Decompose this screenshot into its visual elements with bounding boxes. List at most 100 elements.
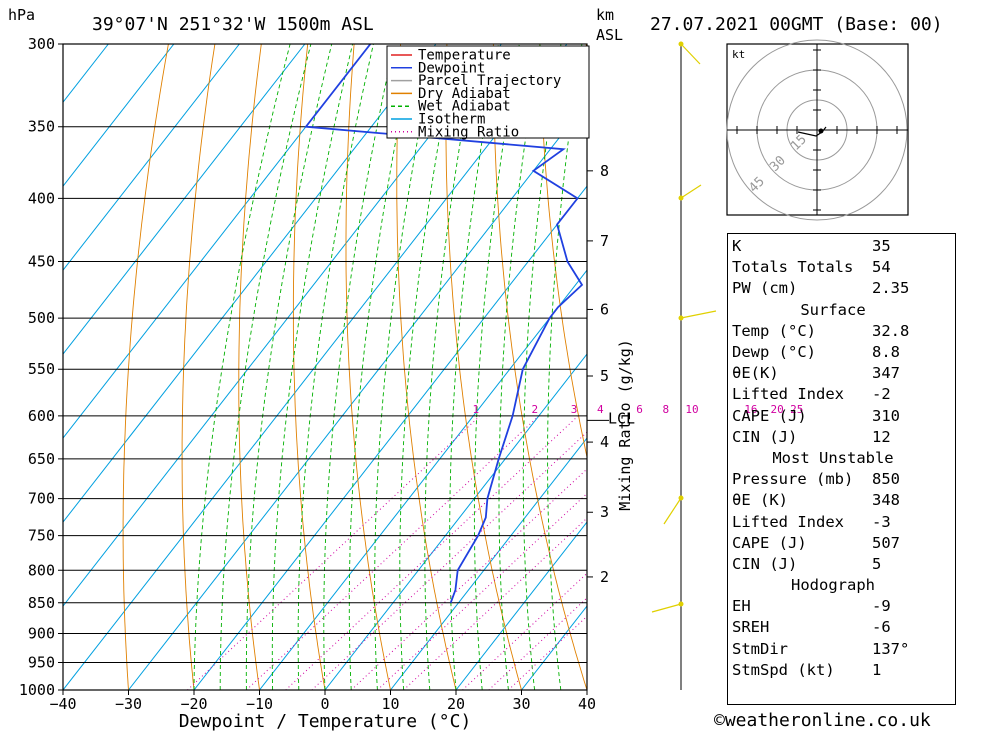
location-title: 39°07'N 251°32'W 1500m ASL	[92, 14, 374, 35]
dry-adiabat-line	[492, 44, 587, 690]
isotherm-line	[63, 44, 175, 187]
pressure-tick-label: 300	[28, 35, 55, 53]
legend-entry: Temperature	[418, 48, 511, 64]
isotherm-line	[63, 44, 306, 355]
surface-row: Lifted Index -2	[728, 384, 938, 405]
index-label: CAPE (J)	[732, 406, 807, 425]
lcl-label: LCL	[608, 409, 635, 427]
legend-entry: Isotherm	[418, 112, 485, 128]
index-label: EH	[732, 597, 751, 616]
index-value: 347	[872, 364, 900, 383]
hodograph-unit: kt	[732, 48, 745, 61]
dry-adiabat-line	[445, 44, 522, 690]
index-value: -3	[872, 512, 891, 531]
sounding-series	[304, 44, 584, 604]
mixing-ratio-line	[187, 415, 481, 690]
surface-header: Surface	[728, 300, 938, 321]
legend-entry: Wet Adiabat	[418, 99, 511, 115]
legend-frame	[386, 45, 590, 139]
pressure-tick-label: 650	[28, 450, 55, 468]
index-label: Lifted Index	[732, 385, 844, 404]
index-label: CIN (J)	[732, 554, 798, 573]
dry-adiabat-line	[345, 44, 391, 690]
isotherm-line	[324, 353, 587, 690]
barb-line	[680, 184, 702, 199]
index-label: StmDir	[732, 639, 788, 658]
pressure-tick-label: 800	[28, 561, 55, 579]
index-label: CAPE (J)	[732, 533, 807, 552]
x-tick-label: 20	[447, 695, 465, 713]
hodograph-row: StmSpd (kt) 1	[728, 660, 938, 681]
index-value: 54	[872, 258, 891, 277]
hpa-unit-label: hPa	[8, 6, 35, 24]
mixing-ratio-label: 8	[662, 403, 669, 416]
pressure-tick-label: 350	[28, 118, 55, 136]
pressure-tick-label: 900	[28, 624, 55, 642]
pressure-tick-label: 700	[28, 490, 55, 508]
mixing-ratio-label: 6	[636, 403, 643, 416]
index-label: Pressure (mb)	[732, 470, 854, 489]
index-row: Totals Totals 54	[728, 257, 938, 278]
barb-line	[680, 310, 717, 319]
dry-adiabat-line	[539, 44, 587, 460]
x-tick-label: −40	[49, 695, 76, 713]
km-unit-label: km	[596, 6, 614, 24]
section-title: Surface	[800, 300, 866, 319]
mixing-ratio-label: 1	[473, 403, 480, 416]
mixing-ratio-label: 4	[597, 403, 604, 416]
index-label: K	[732, 237, 742, 256]
x-tick-label: 10	[381, 695, 399, 713]
index-value: 32.8	[872, 321, 910, 340]
isotherm-line	[390, 437, 587, 690]
most-unstable-row: Lifted Index -3	[728, 511, 938, 532]
km-tick-label: 6	[600, 300, 609, 318]
index-row: PW (cm) 2.35	[728, 278, 938, 299]
pressure-tick-label: 850	[28, 594, 55, 612]
isotherm-line	[259, 269, 587, 690]
wet-adiabat-line	[245, 44, 333, 690]
index-value: 1	[872, 660, 882, 679]
wet-adiabat-line	[522, 44, 562, 690]
index-value: 8.8	[872, 343, 900, 362]
x-tick-label: 30	[512, 695, 530, 713]
wet-adiabat-line	[271, 44, 354, 690]
isotherm-line	[63, 44, 502, 607]
hodograph-row: SREH -6	[728, 617, 938, 638]
mixing-ratio-label: 10	[685, 403, 698, 416]
wet-adiabat-line	[219, 44, 312, 690]
dry-adiabat-line	[958, 44, 1000, 690]
index-value: -2	[872, 385, 891, 404]
index-label: θE(K)	[732, 364, 779, 383]
isotherm-line	[63, 44, 371, 439]
pressure-tick-label: 500	[28, 309, 55, 327]
index-label: Totals Totals	[732, 258, 854, 277]
pressure-tick-label: 750	[28, 527, 55, 545]
index-label: θE (K)	[732, 491, 788, 510]
mixing-ratio-line	[377, 492, 587, 690]
dry-adiabat-line	[122, 44, 169, 690]
mixing-ratio-line	[246, 415, 540, 690]
wet-adiabat-line	[193, 44, 291, 690]
mixing-ratio-label: 3	[571, 403, 578, 416]
x-tick-label: 0	[320, 695, 329, 713]
index-value: -6	[872, 618, 891, 637]
km-tick-label: 5	[600, 367, 609, 385]
asl-unit-label: ASL	[596, 26, 623, 44]
pressure-tick-label: 600	[28, 407, 55, 425]
x-axis-label: Dewpoint / Temperature (°C)	[179, 711, 472, 732]
index-value: 310	[872, 406, 900, 425]
wet-adiabat-line	[498, 44, 541, 690]
pressure-tick-label: 1000	[19, 681, 55, 699]
wet-adiabat-line	[348, 44, 416, 690]
index-label: StmSpd (kt)	[732, 660, 835, 679]
plot-frame	[62, 43, 588, 691]
mixing-ratio-label: 2	[531, 403, 538, 416]
hodograph-row: EH -9	[728, 596, 938, 617]
index-value: 12	[872, 427, 891, 446]
mixing-ratio-line	[403, 517, 587, 690]
wet-adiabat-line	[374, 44, 437, 690]
section-title: Hodograph	[791, 576, 875, 595]
most-unstable-row: θE (K) 348	[728, 490, 938, 511]
